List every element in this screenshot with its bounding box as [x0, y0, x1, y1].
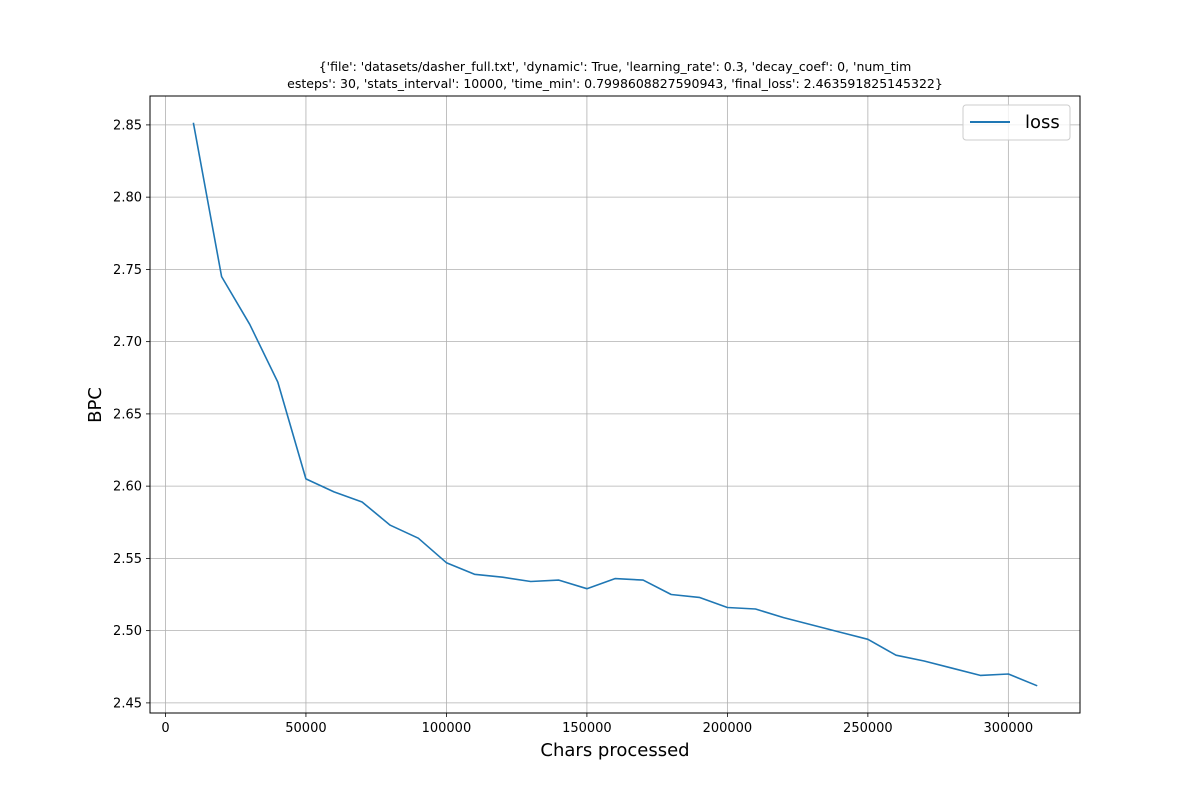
x-tick-label: 150000 [562, 721, 612, 736]
x-tick-label: 250000 [843, 721, 893, 736]
series-line-loss [192, 122, 1038, 687]
data-point-loss [473, 573, 475, 575]
plot-frame [149, 95, 1081, 714]
data-point-loss [895, 654, 897, 656]
data-point-loss [277, 381, 279, 383]
y-tick-label: 2.45 [113, 696, 142, 711]
data-point-loss [361, 501, 363, 503]
y-tick-label: 2.70 [113, 335, 142, 350]
x-tick-label: 0 [161, 721, 169, 736]
y-tick-label: 2.65 [113, 407, 142, 422]
data-point-loss [1007, 673, 1009, 675]
data-point-loss [501, 576, 503, 578]
data-point-loss [614, 577, 616, 579]
grid [150, 96, 1080, 713]
data-point-loss [249, 323, 251, 325]
y-tick-label: 2.50 [113, 624, 142, 639]
data-point-loss [810, 624, 812, 626]
data-point-loss [530, 580, 532, 582]
data-point-loss [726, 606, 728, 608]
data-point-loss [867, 638, 869, 640]
data-point-loss [333, 491, 335, 493]
data-point-loss [670, 593, 672, 595]
x-tick-label: 50000 [285, 721, 326, 736]
chart-title-line-2: esteps': 30, 'stats_interval': 10000, 't… [287, 76, 943, 91]
data-point-loss [782, 616, 784, 618]
y-tick-label: 2.80 [113, 191, 142, 206]
legend-frame [962, 104, 1071, 141]
data-point-loss [305, 478, 307, 480]
y-axis-label: BPC [85, 387, 106, 423]
data-point-loss [417, 537, 419, 539]
y-tick-label: 2.55 [113, 552, 142, 567]
chart-title-line-1: {'file': 'datasets/dasher_full.txt', 'dy… [319, 59, 912, 74]
data-point-loss [642, 579, 644, 581]
data-point-loss [839, 631, 841, 633]
data-point-loss [220, 275, 222, 277]
x-tick-label: 200000 [703, 721, 753, 736]
x-axis-label: Chars processed [540, 740, 689, 761]
y-tick-label: 2.85 [113, 118, 142, 133]
data-point-loss [558, 579, 560, 581]
x-tick-label: 300000 [984, 721, 1034, 736]
y-tick-label: 2.60 [113, 480, 142, 495]
x-tick-label: 100000 [422, 721, 472, 736]
data-point-loss [586, 588, 588, 590]
data-point-loss [1035, 684, 1037, 686]
data-point-loss [951, 667, 953, 669]
data-point-loss [979, 674, 981, 676]
axis-ticks: 0 50000 100000 150000 200000 250000 300000 2.45… [113, 118, 1033, 736]
data-point-loss [923, 660, 925, 662]
y-tick-label: 2.75 [113, 263, 142, 278]
legend: loss [962, 104, 1071, 141]
legend-label-loss: loss [1025, 112, 1060, 133]
data-point-loss [192, 122, 194, 124]
data-point-loss [445, 562, 447, 564]
data-point-loss [754, 608, 756, 610]
data-point-loss [698, 596, 700, 598]
plot-series [192, 122, 1038, 687]
data-point-loss [389, 524, 391, 526]
